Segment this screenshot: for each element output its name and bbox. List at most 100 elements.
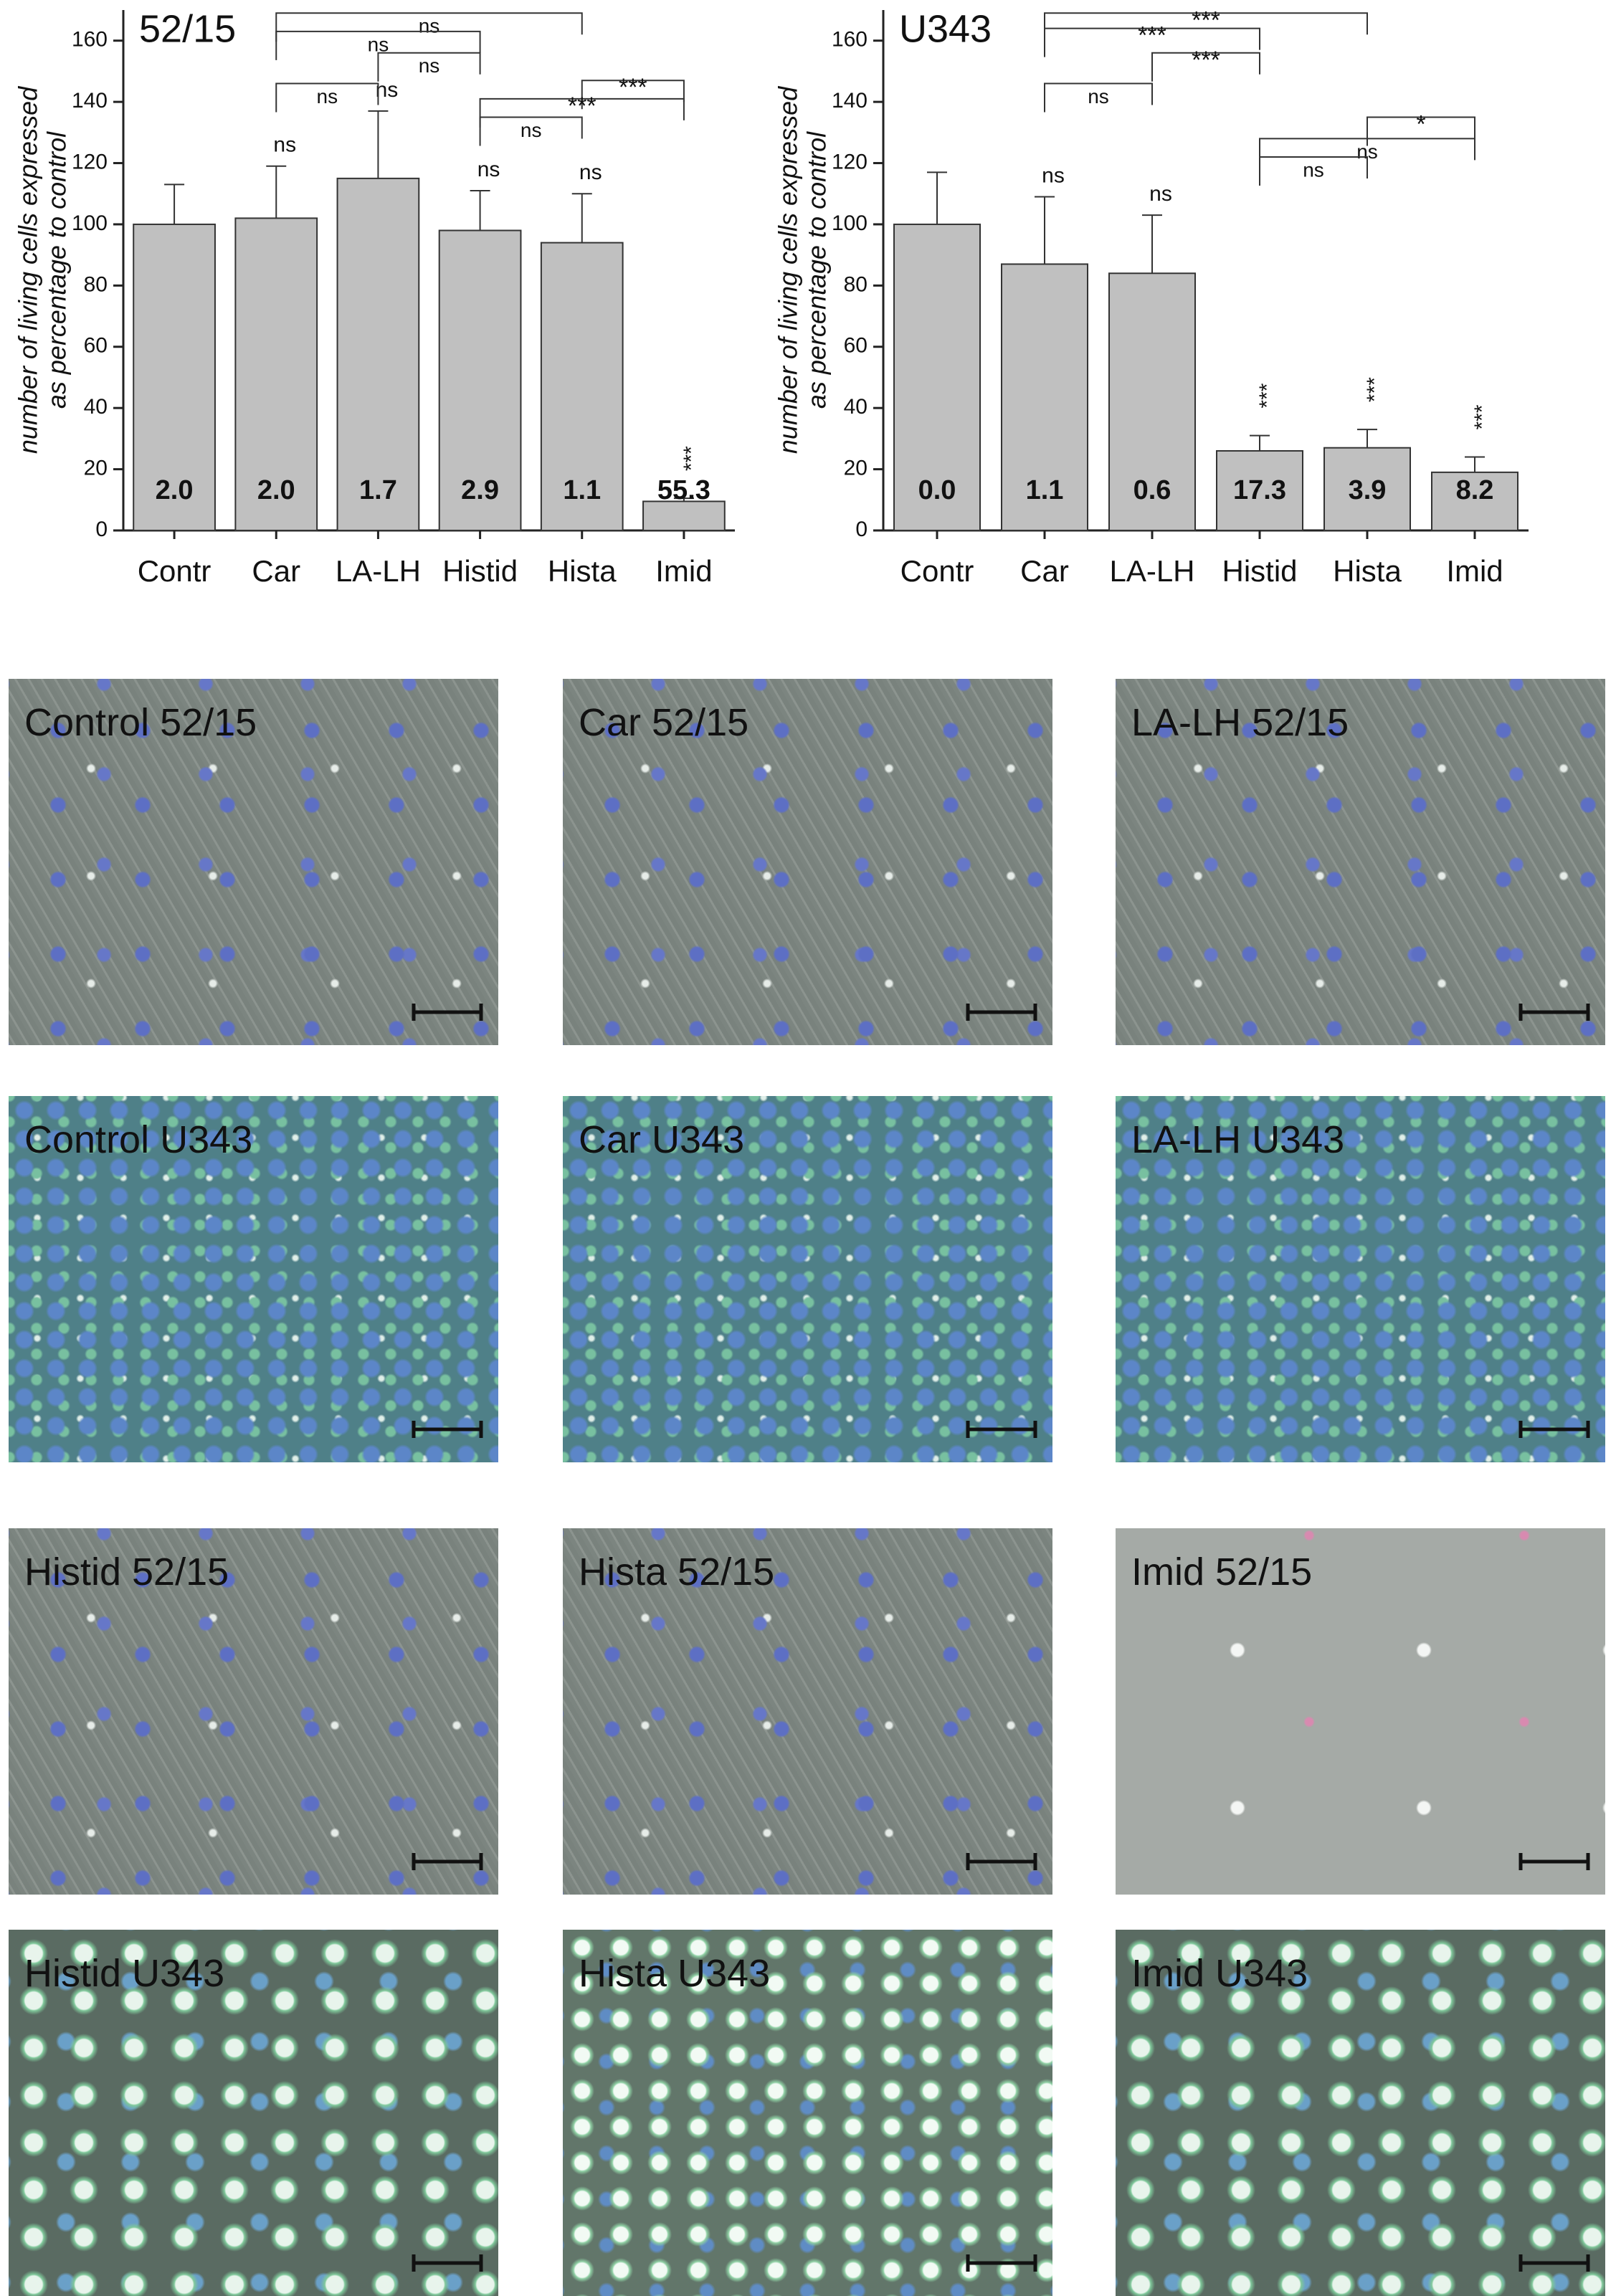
x-tick-label: LA-LH [336, 554, 421, 588]
significance-label: *** [1363, 377, 1387, 402]
scale-bar [966, 1853, 1037, 1870]
significance-label: *** [1255, 383, 1279, 408]
bar [438, 229, 522, 531]
comparison-bracket [1151, 52, 1260, 82]
scale-bar-layer [1518, 1421, 1590, 1438]
scale-bar-layer [966, 1853, 1037, 1870]
comparison-label: *** [1192, 47, 1220, 74]
x-tick-label: LA-LH [1109, 554, 1194, 588]
comparison-label: ns [419, 15, 440, 37]
panel-label: Hista 52/15 [579, 1550, 775, 1594]
error-bar [1142, 214, 1162, 274]
bar [1323, 447, 1411, 531]
bar-label: 3.9 [1349, 475, 1387, 505]
error-bar [266, 165, 287, 219]
comparison-label: ns [521, 119, 542, 141]
micrograph: Imid 52/15 [1116, 1528, 1605, 1895]
comparison-bracket [1259, 138, 1475, 168]
micrograph: Imid U343 [1116, 1930, 1605, 2296]
x-tick-label: Hista [1333, 554, 1402, 588]
bar-label: 0.0 [918, 475, 956, 505]
bar [1216, 449, 1303, 532]
comparison-label: *** [1138, 22, 1166, 49]
scale-bar-layer [1518, 2254, 1590, 2272]
comparison-label: *** [1192, 6, 1220, 34]
panel-label: Histid 52/15 [24, 1550, 229, 1594]
comparison-bracket [1044, 82, 1153, 113]
bar-label: 0.6 [1133, 475, 1171, 505]
x-tick-label: Imid [655, 554, 712, 588]
panel-label: Car 52/15 [579, 701, 749, 744]
micrograph: LA-LH U343 [1116, 1096, 1605, 1462]
error-bar [470, 189, 490, 231]
comparison-bracket [581, 80, 685, 110]
y-tick-label: 20 [844, 457, 868, 480]
bar [642, 500, 726, 531]
panel-label: Imid U343 [1131, 1952, 1308, 1995]
scale-bar [1518, 1004, 1590, 1021]
bar-label: 1.1 [1026, 475, 1064, 505]
comparison-label: ns [317, 85, 338, 108]
panel-label: Control 52/15 [24, 701, 257, 744]
scale-bar-layer [966, 1004, 1037, 1021]
micrograph: Car 52/15 [563, 679, 1052, 1045]
significance-label: ns [1149, 182, 1172, 206]
scale-bar-layer [1518, 1853, 1590, 1870]
bar-label: 2.0 [257, 475, 295, 505]
y-tick-label: 0 [855, 518, 868, 541]
y-tick-label: 140 [832, 89, 868, 113]
x-tick-label: Contr [138, 554, 211, 588]
scale-bar [412, 2254, 483, 2272]
panel-label: Car U343 [579, 1118, 745, 1161]
panel-label: LA-LH U343 [1131, 1118, 1345, 1161]
comparison-bracket [1259, 156, 1368, 186]
micrograph: Histid U343 [9, 1930, 498, 2296]
comparison-bracket [1044, 27, 1260, 57]
bar [1001, 263, 1088, 531]
scale-bar [1518, 1853, 1590, 1870]
significance-label: ns [273, 133, 296, 157]
bar-label: 8.2 [1456, 475, 1494, 505]
y-axis-label: number of living cells expressed [774, 86, 803, 454]
y-tick-label: 60 [84, 334, 108, 358]
bar [893, 223, 981, 531]
panel-label: Histid U343 [24, 1952, 225, 1995]
bar [336, 177, 420, 531]
bar [1108, 272, 1196, 531]
significance-label: ns [579, 161, 602, 184]
micrograph: Car U343 [563, 1096, 1052, 1462]
significance-label: ns [376, 78, 399, 102]
scale-bar-layer [412, 1421, 483, 1438]
error-bar [1250, 434, 1270, 451]
y-tick-label: 100 [832, 211, 868, 235]
bar-label: 1.1 [563, 475, 601, 505]
x-tick-label: Hista [548, 554, 617, 588]
micrograph: Histid 52/15 [9, 1528, 498, 1895]
panel-label: LA-LH 52/15 [1131, 701, 1349, 744]
bar-label: 2.0 [156, 475, 194, 505]
comparison-label: *** [619, 74, 647, 101]
y-tick-label: 40 [84, 395, 108, 419]
scale-bar-layer [412, 1853, 483, 1870]
scale-bar [966, 1004, 1037, 1021]
error-bar [1465, 456, 1485, 472]
scale-bar [412, 1004, 483, 1021]
scale-bar-layer [966, 2254, 1037, 2272]
y-tick-label: 120 [72, 150, 108, 173]
y-tick-label: 40 [844, 395, 868, 419]
scale-bar [412, 1421, 483, 1438]
y-tick-label: 20 [84, 457, 108, 480]
panel-label: Imid 52/15 [1131, 1550, 1313, 1594]
comparison-label: ns [368, 33, 389, 55]
scale-bar-layer [966, 1421, 1037, 1438]
chart-title: U343 [899, 7, 992, 50]
y-tick-label: 140 [72, 89, 108, 113]
y-tick-label: 80 [84, 272, 108, 296]
error-bar [571, 193, 592, 243]
comparison-bracket [1044, 12, 1368, 42]
chart-title: 52/15 [139, 7, 236, 50]
x-tick-label: Car [252, 554, 300, 588]
scale-bar-layer [412, 1004, 483, 1021]
error-bar [164, 184, 185, 224]
scale-bar [1518, 1421, 1590, 1438]
